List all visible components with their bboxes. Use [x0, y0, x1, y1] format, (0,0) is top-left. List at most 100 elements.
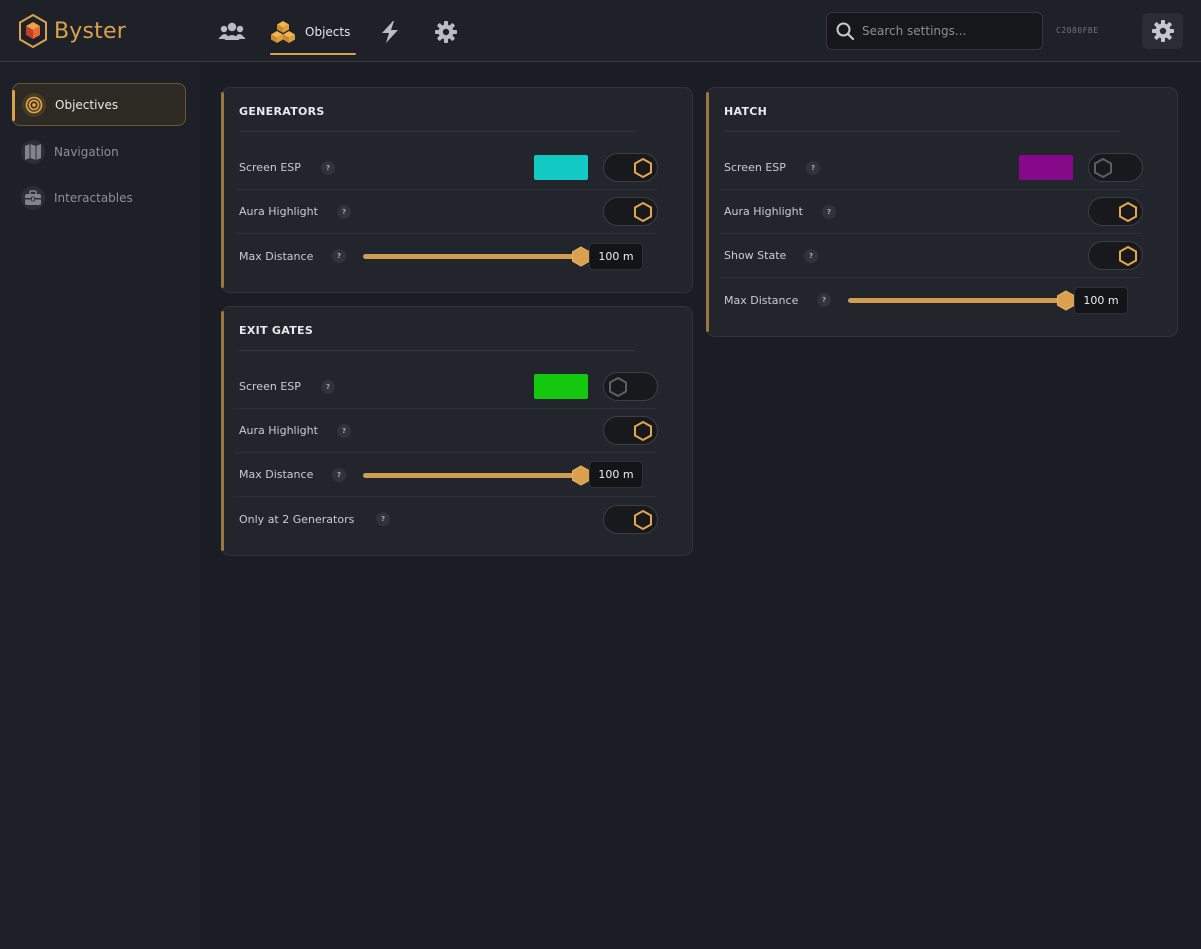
max-distance-slider[interactable]: [848, 290, 1075, 311]
color-swatch[interactable]: [1019, 155, 1073, 180]
max-distance-slider[interactable]: [363, 465, 590, 486]
hexagon-knob-icon: [1119, 245, 1137, 267]
tab-settings[interactable]: [435, 12, 457, 52]
help-icon[interactable]: ?: [817, 293, 831, 307]
top-bar: Byster Ob: [0, 0, 1201, 62]
max-distance-slider[interactable]: [363, 246, 590, 267]
toolbox-icon: [21, 185, 45, 210]
hexagon-knob-icon: [634, 157, 652, 179]
card-title: EXIT GATES: [239, 324, 314, 337]
setting-row-only-at-2-generators: Only at 2 Generators ?: [235, 497, 658, 541]
slider-thumb-icon[interactable]: [1056, 290, 1076, 311]
help-icon[interactable]: ?: [321, 379, 335, 394]
tab-objects-label: Objects: [305, 25, 351, 39]
divider: [239, 350, 635, 351]
cube-logo-icon: [19, 14, 47, 48]
sidebar-item-interactables[interactable]: Interactables: [12, 176, 186, 219]
hexagon-knob-icon: [609, 376, 627, 398]
sidebar-item-label: Objectives: [55, 97, 119, 112]
help-icon[interactable]: ?: [337, 423, 351, 438]
lightning-icon: [382, 21, 398, 43]
screen-esp-toggle[interactable]: [603, 372, 658, 401]
sidebar-item-navigation[interactable]: Navigation: [12, 130, 186, 173]
sidebar-item-objectives[interactable]: Objectives: [12, 83, 186, 126]
help-icon[interactable]: ?: [332, 467, 346, 482]
app-title: Byster: [54, 18, 126, 44]
tab-players[interactable]: [218, 12, 246, 52]
help-icon[interactable]: ?: [804, 248, 818, 263]
tab-misc[interactable]: [380, 12, 400, 52]
sidebar-item-label: Navigation: [54, 144, 119, 159]
target-icon: [22, 92, 46, 117]
show-state-toggle[interactable]: [1088, 241, 1143, 270]
only-at-2-generators-toggle[interactable]: [603, 504, 658, 534]
max-distance-value[interactable]: 100 m: [1074, 286, 1128, 314]
map-icon: [21, 139, 45, 164]
sidebar: Objectives Navigation Inter: [0, 63, 200, 949]
setting-row-screen-esp: Screen ESP ?: [235, 365, 658, 409]
setting-row-max-distance: Max Distance ? 100 m: [235, 453, 657, 497]
setting-label: Aura Highlight: [239, 205, 318, 218]
hexagon-knob-icon: [634, 420, 652, 442]
divider: [239, 131, 635, 132]
aura-highlight-toggle[interactable]: [603, 197, 658, 226]
help-icon[interactable]: ?: [806, 160, 820, 175]
divider: [724, 131, 1120, 132]
gear-icon: [435, 21, 457, 43]
hwid-label: C2080FBE: [1056, 26, 1099, 35]
slider-thumb-icon[interactable]: [571, 246, 591, 267]
users-icon: [218, 22, 246, 40]
max-distance-value[interactable]: 100 m: [589, 461, 643, 488]
setting-label: Screen ESP: [239, 380, 301, 393]
aura-highlight-toggle[interactable]: [603, 416, 658, 445]
hatch-card: HATCH Screen ESP ? Aura Highlight ? Show…: [706, 87, 1178, 337]
gear-icon: [1151, 20, 1174, 42]
max-distance-value[interactable]: 100 m: [589, 242, 643, 270]
setting-row-show-state: Show State ?: [720, 234, 1143, 278]
global-settings-button[interactable]: [1142, 13, 1183, 49]
setting-row-max-distance: Max Distance ? 100 m: [720, 278, 1142, 322]
setting-row-aura-highlight: Aura Highlight ?: [720, 190, 1143, 234]
setting-row-aura-highlight: Aura Highlight ?: [235, 409, 658, 453]
help-icon[interactable]: ?: [337, 204, 351, 219]
aura-highlight-toggle[interactable]: [1088, 197, 1143, 226]
setting-label: Max Distance: [724, 293, 799, 307]
logo: Byster: [18, 14, 126, 48]
setting-label: Max Distance: [239, 249, 314, 263]
tab-objects[interactable]: Objects: [270, 12, 356, 55]
setting-label: Screen ESP: [724, 161, 786, 174]
setting-row-max-distance: Max Distance ? 100 m: [235, 234, 657, 278]
setting-row-aura-highlight: Aura Highlight ?: [235, 190, 658, 234]
hexagon-knob-icon: [1119, 201, 1137, 223]
sidebar-item-label: Interactables: [54, 190, 133, 205]
setting-label: Screen ESP: [239, 161, 301, 174]
screen-esp-toggle[interactable]: [1088, 153, 1143, 182]
help-icon[interactable]: ?: [822, 204, 836, 219]
setting-label: Only at 2 Generators: [239, 512, 355, 526]
setting-row-screen-esp: Screen ESP ?: [720, 146, 1143, 190]
setting-label: Aura Highlight: [239, 424, 318, 437]
help-icon[interactable]: ?: [321, 160, 335, 175]
search-icon: [836, 22, 854, 40]
hexagon-knob-icon: [1094, 157, 1112, 179]
setting-label: Max Distance: [239, 468, 314, 481]
generators-card: GENERATORS Screen ESP ? Aura Highlight ?…: [221, 87, 693, 293]
setting-label: Show State: [724, 249, 787, 262]
setting-row-screen-esp: Screen ESP ?: [235, 146, 658, 190]
search-input[interactable]: [862, 24, 1032, 38]
hexagon-knob-icon: [634, 201, 652, 223]
color-swatch[interactable]: [534, 155, 588, 180]
screen-esp-toggle[interactable]: [603, 153, 658, 182]
color-swatch[interactable]: [534, 374, 588, 399]
help-icon[interactable]: ?: [376, 512, 390, 526]
help-icon[interactable]: ?: [332, 249, 346, 263]
card-title: GENERATORS: [239, 105, 325, 118]
card-title: HATCH: [724, 105, 768, 118]
hexagon-knob-icon: [634, 509, 652, 530]
exit-gates-card: EXIT GATES Screen ESP ? Aura Highlight ?…: [221, 306, 693, 556]
slider-thumb-icon[interactable]: [571, 465, 591, 486]
search-box[interactable]: [826, 12, 1043, 50]
setting-label: Aura Highlight: [724, 205, 803, 218]
cubes-icon: [271, 21, 295, 43]
